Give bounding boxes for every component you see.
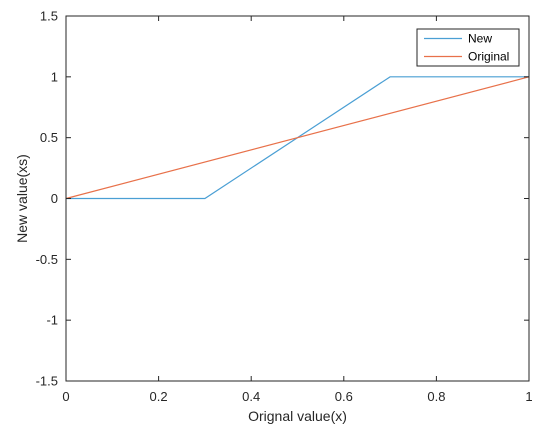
ticks-layer: [65, 15, 530, 382]
x-tick-label: 0.8: [427, 389, 445, 404]
x-tick-label: 1: [525, 389, 532, 404]
x-tick-label: 0.4: [242, 389, 260, 404]
series-line-original: [65, 76, 530, 200]
y-tick-label: 0.5: [40, 130, 58, 145]
y-tick-label: 1.5: [40, 9, 58, 24]
y-tick-label: -1: [46, 313, 58, 328]
series-layer: [65, 76, 530, 200]
y-tick-label: 1: [51, 69, 58, 84]
x-tick-labels: 0 0.2 0.4 0.6 0.8 1: [62, 389, 532, 404]
y-tick-labels: 1.5 1 0.5 0 -0.5 -1 -1.5: [36, 9, 58, 389]
legend-box: [416, 28, 520, 67]
legend: New Original: [416, 28, 520, 67]
y-tick-label: 0: [51, 191, 58, 206]
y-axis-label: New value(xs): [14, 154, 30, 243]
y-tick-label: -1.5: [36, 374, 58, 389]
x-axis-label: Orignal value(x): [248, 408, 347, 424]
x-tick-label: 0.6: [335, 389, 353, 404]
y-tick-label: -0.5: [36, 252, 58, 267]
legend-label-new: New: [468, 32, 492, 46]
x-tick-label: 0.2: [150, 389, 168, 404]
x-tick-label: 0: [62, 389, 69, 404]
legend-label-original: Original: [468, 50, 509, 64]
